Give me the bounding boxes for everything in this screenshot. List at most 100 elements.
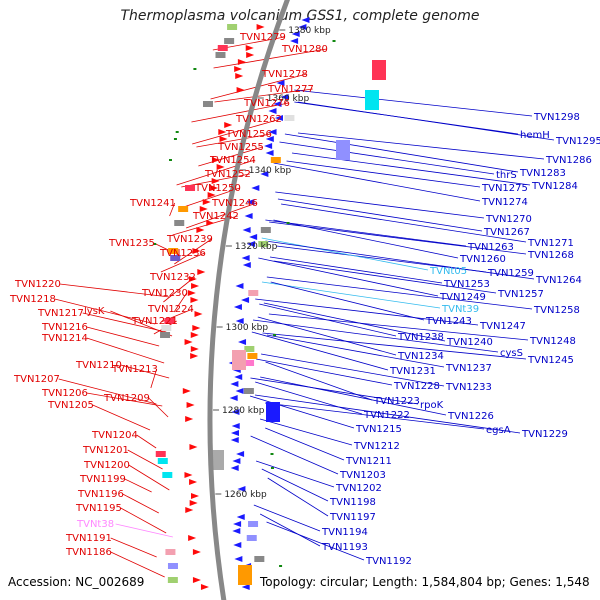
gene-label-right[interactable]: TVN1249 — [439, 292, 486, 303]
gene-label-right[interactable]: TVNt39 — [441, 304, 479, 315]
gene-label-left[interactable]: TVN1206 — [41, 388, 88, 399]
gene-label-left[interactable]: TVN1204 — [91, 430, 138, 441]
gene-label-left[interactable]: TVN1199 — [79, 474, 126, 485]
gene-label-left[interactable]: TVN1242 — [192, 211, 239, 222]
gene-label-left[interactable]: TVN1214 — [41, 333, 88, 344]
gene-label-left[interactable]: TVN1213 — [111, 364, 158, 375]
gene-label-right[interactable]: TVN1258 — [533, 305, 580, 316]
gene-label-left[interactable]: TVN1209 — [103, 393, 150, 404]
gene-label-right[interactable]: TVN1298 — [533, 112, 580, 123]
gene-label-left[interactable]: lysK — [84, 306, 105, 317]
leader-line — [266, 334, 445, 368]
gene-label-left[interactable]: TVN1246 — [211, 198, 258, 209]
gene-label-left[interactable]: TVN1201 — [82, 445, 129, 456]
gene-label-right[interactable]: TVN1248 — [529, 336, 576, 347]
gene-label-left[interactable]: TVN1254 — [209, 155, 256, 166]
gene-label-right[interactable]: TVN1271 — [527, 238, 574, 249]
gene-label-left[interactable]: TVN1205 — [47, 400, 94, 411]
gene-label-right[interactable]: TVN1267 — [483, 227, 530, 238]
gene-label-right[interactable]: rpoK — [420, 400, 444, 411]
leader-line — [255, 381, 363, 415]
gene-label-right[interactable]: TVN1193 — [321, 542, 368, 553]
gene-label-right[interactable]: TVN1212 — [353, 441, 400, 452]
gene-label-right[interactable]: TVN1226 — [447, 411, 494, 422]
gene-label-left[interactable]: TVN1230 — [141, 288, 188, 299]
gene-label-right[interactable]: TVN1203 — [339, 470, 386, 481]
gene-label-right[interactable]: TVN1222 — [363, 410, 410, 421]
gene-label-right[interactable]: TVN1260 — [459, 254, 506, 265]
gene-label-right[interactable]: TVN1228 — [393, 381, 440, 392]
gene-label-left[interactable]: TVN1280 — [281, 44, 328, 55]
gene-label-left[interactable]: TVN1262 — [235, 114, 282, 125]
gene-label-right[interactable]: cysS — [500, 348, 523, 359]
gene-label-right[interactable]: TVN1243 — [425, 316, 472, 327]
gene-arrow — [265, 150, 274, 156]
gene-label-left[interactable]: TVNt38 — [76, 519, 114, 530]
gene-label-right[interactable]: egsA — [486, 425, 511, 436]
gene-label-left[interactable]: TVN1236 — [159, 248, 206, 259]
gene-label-left[interactable]: TVN1221 — [131, 316, 178, 327]
gene-label-right[interactable]: hemH — [520, 130, 550, 141]
gene-label-right[interactable]: TVN1240 — [446, 337, 493, 348]
gene-label-right[interactable]: TVN1234 — [397, 351, 444, 362]
gene-label-right[interactable]: TVN1211 — [345, 456, 392, 467]
gene-label-left[interactable]: TVN1277 — [267, 84, 314, 95]
gene-mark — [270, 453, 274, 455]
gene-label-left[interactable]: TVN1207 — [13, 374, 60, 385]
gene-label-right[interactable]: TVN1295 — [555, 136, 600, 147]
gene-label-right[interactable]: TVN1284 — [531, 181, 578, 192]
gene-label-left[interactable]: TVN1216 — [41, 322, 88, 333]
gene-label-right[interactable]: TVN1202 — [335, 483, 382, 494]
gene-label-right[interactable]: TVN1264 — [535, 275, 582, 286]
gene-label-right[interactable]: TVN1257 — [497, 289, 544, 300]
gene-box — [165, 549, 176, 555]
gene-label-right[interactable]: TVN1270 — [485, 214, 532, 225]
gene-label-right[interactable]: TVN1198 — [329, 497, 376, 508]
gene-label-right[interactable]: TVN1231 — [389, 366, 436, 377]
gene-label-right[interactable]: TVN1259 — [487, 268, 534, 279]
gene-label-right[interactable]: TVN1197 — [329, 512, 376, 523]
gene-label-right[interactable]: TVNt05 — [429, 266, 467, 277]
gene-label-right[interactable]: TVN1247 — [479, 321, 526, 332]
gene-label-right[interactable]: TVN1283 — [519, 168, 566, 179]
gene-label-right[interactable]: TVN1268 — [527, 250, 574, 261]
gene-label-right[interactable]: TVN1263 — [467, 242, 514, 253]
gene-label-left[interactable]: TVN1220 — [14, 279, 61, 290]
gene-label-left[interactable]: TVN1256 — [225, 129, 272, 140]
gene-label-left[interactable]: TVN1218 — [9, 294, 56, 305]
gene-label-right[interactable]: TVN1233 — [445, 382, 492, 393]
gene-label-right[interactable]: TVN1245 — [527, 355, 574, 366]
gene-label-right[interactable]: TVN1194 — [321, 527, 368, 538]
gene-label-left[interactable]: TVN1255 — [217, 142, 264, 153]
gene-label-right[interactable]: thrS — [496, 170, 517, 181]
gene-label-left[interactable]: TVN1196 — [77, 489, 124, 500]
gene-label-right[interactable]: TVN1237 — [445, 363, 492, 374]
gene-label-right[interactable]: TVN1286 — [545, 155, 592, 166]
gene-label-right[interactable]: TVN1223 — [373, 396, 420, 407]
gene-label-left[interactable]: TVN1278 — [261, 69, 308, 80]
gene-label-right[interactable]: TVN1253 — [443, 279, 490, 290]
gene-mark — [332, 40, 336, 42]
gene-label-left[interactable]: TVN1232 — [149, 272, 196, 283]
gene-label-left[interactable]: TVN1191 — [65, 533, 112, 544]
gene-label-left[interactable]: TVN1210 — [75, 360, 122, 371]
gene-label-right[interactable]: TVN1275 — [481, 183, 528, 194]
gene-label-left[interactable]: TVN1235 — [108, 238, 155, 249]
gene-label-left[interactable]: TVN1241 — [129, 198, 176, 209]
gene-label-left[interactable]: TVN1224 — [147, 304, 194, 315]
gene-label-right[interactable]: TVN1215 — [355, 424, 402, 435]
gene-label-right[interactable]: TVN1238 — [397, 332, 444, 343]
gene-label-left[interactable]: TVN1276 — [243, 98, 290, 109]
gene-label-left[interactable]: TVN1239 — [166, 234, 213, 245]
gene-label-left[interactable]: TVN1195 — [75, 503, 122, 514]
gene-label-right[interactable]: TVN1192 — [365, 556, 412, 567]
gene-arrow — [190, 346, 199, 352]
gene-label-right[interactable]: TVN1229 — [521, 429, 568, 440]
gene-label-left[interactable]: TVN1252 — [204, 169, 251, 180]
gene-label-left[interactable]: TVN1200 — [83, 460, 130, 471]
gene-label-left[interactable]: TVN1250 — [194, 183, 241, 194]
gene-label-left[interactable]: TVN1186 — [65, 547, 112, 558]
gene-label-left[interactable]: TVN1279 — [239, 32, 286, 43]
gene-label-right[interactable]: TVN1274 — [481, 197, 528, 208]
gene-label-left[interactable]: TVN1217 — [37, 308, 84, 319]
